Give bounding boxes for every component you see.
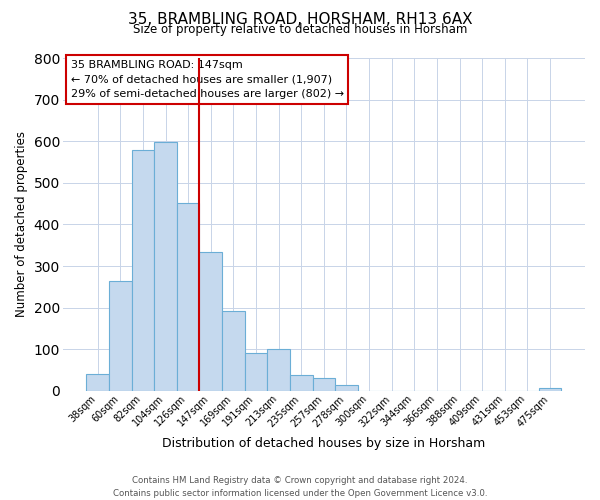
Bar	[268, 350, 290, 391]
Bar	[109, 282, 131, 391]
Bar	[290, 375, 313, 391]
Text: Contains HM Land Registry data © Crown copyright and database right 2024.
Contai: Contains HM Land Registry data © Crown c…	[113, 476, 487, 498]
Bar	[313, 378, 335, 391]
Bar	[177, 203, 199, 391]
Bar	[199, 252, 222, 391]
Bar	[539, 388, 561, 391]
Text: Size of property relative to detached houses in Horsham: Size of property relative to detached ho…	[133, 22, 467, 36]
Bar	[131, 150, 154, 391]
Bar	[154, 142, 177, 391]
Text: 35 BRAMBLING ROAD: 147sqm
← 70% of detached houses are smaller (1,907)
29% of se: 35 BRAMBLING ROAD: 147sqm ← 70% of detac…	[71, 60, 344, 100]
Bar	[86, 374, 109, 391]
Y-axis label: Number of detached properties: Number of detached properties	[15, 132, 28, 318]
Bar	[335, 384, 358, 391]
Bar	[222, 310, 245, 391]
Bar	[245, 353, 268, 391]
X-axis label: Distribution of detached houses by size in Horsham: Distribution of detached houses by size …	[162, 437, 485, 450]
Text: 35, BRAMBLING ROAD, HORSHAM, RH13 6AX: 35, BRAMBLING ROAD, HORSHAM, RH13 6AX	[128, 12, 472, 28]
